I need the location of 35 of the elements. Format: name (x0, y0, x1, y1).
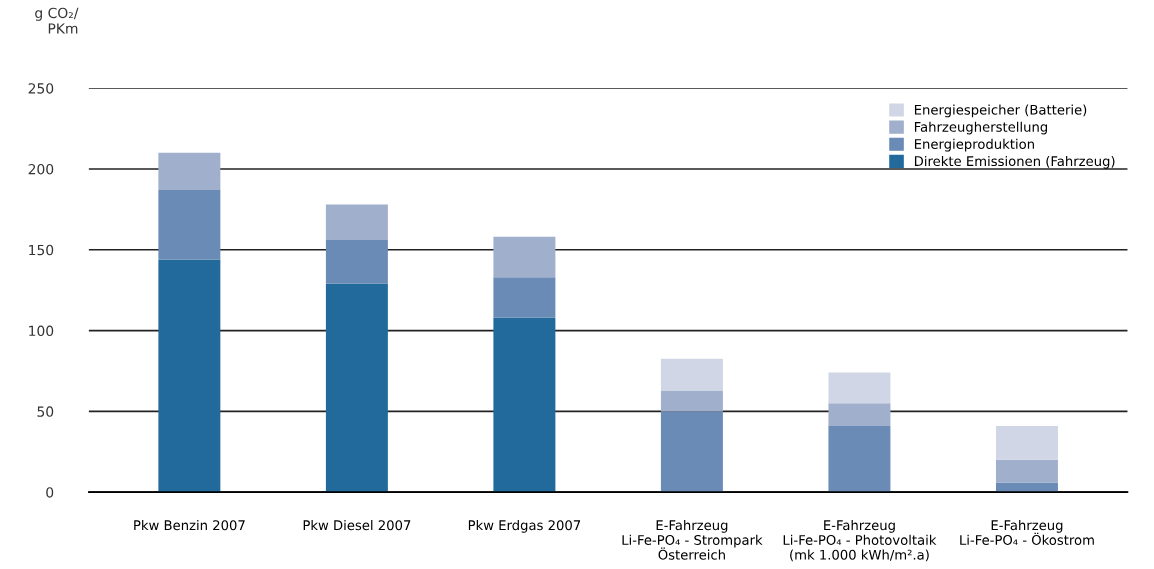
bar (493, 277, 556, 318)
bar (158, 259, 221, 493)
legend-label: Energiespeicher (Batterie) (914, 104, 1087, 118)
bar (995, 459, 1058, 483)
bar (158, 152, 221, 190)
legend-label: Direkte Emissionen (Fahrzeug) (914, 155, 1115, 169)
bar (828, 425, 891, 493)
x-tick-label: E-Fahrzeug Li-Fe-PO₄ - Strompark Österreich (622, 519, 763, 560)
legend-label: Energieproduktion (914, 138, 1034, 152)
bar (325, 283, 388, 493)
bar (995, 425, 1058, 460)
bar (493, 317, 556, 493)
legend-label: Fahrzeugherstellung (914, 121, 1048, 135)
y-tick-label: 100 (29, 325, 54, 337)
bar (493, 236, 556, 278)
bar (660, 390, 723, 412)
bar (325, 204, 388, 241)
x-tick-label: Pkw Diesel 2007 (303, 519, 411, 531)
x-tick-label: Pkw Benzin 2007 (134, 519, 245, 531)
y-tick-label: 50 (37, 406, 54, 417)
bar (995, 482, 1058, 493)
y-tick-label: 0 (46, 487, 54, 498)
bar (325, 240, 388, 284)
x-tick-label: Pkw Erdgas 2007 (468, 519, 581, 533)
bar (660, 411, 723, 493)
bar (828, 403, 891, 426)
bar (158, 190, 221, 260)
y-tick-label: 250 (28, 83, 54, 94)
bar (828, 372, 891, 404)
y-tick-label: 200 (28, 163, 54, 175)
bar (660, 358, 723, 391)
y-axis-title: g CO₂/ PKm (35, 7, 79, 34)
x-tick-label: E-Fahrzeug Li-Fe-PO₄ - Photovoltaik (mk 1.000 kWh/m².a) (783, 519, 937, 562)
y-tick-label: 150 (29, 244, 54, 256)
x-tick-label: E-Fahrzeug Li-Fe-PO₄ - Ökostrom (960, 519, 1094, 545)
